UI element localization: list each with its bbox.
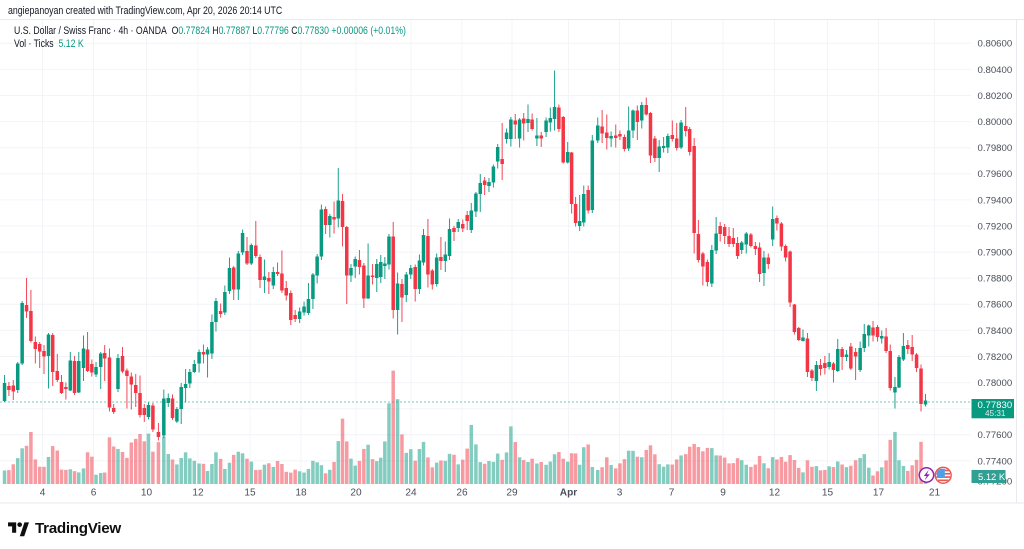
svg-text:0.78000: 0.78000 <box>978 378 1013 389</box>
svg-text:10: 10 <box>141 488 153 499</box>
svg-text:0.78800: 0.78800 <box>978 274 1013 285</box>
svg-text:45:31: 45:31 <box>985 409 1006 418</box>
svg-text:3: 3 <box>617 488 623 499</box>
svg-text:0.77600: 0.77600 <box>978 430 1013 441</box>
svg-text:18: 18 <box>295 488 307 499</box>
svg-text:26: 26 <box>456 488 468 499</box>
svg-text:0.79800: 0.79800 <box>978 143 1013 154</box>
svg-text:0.78200: 0.78200 <box>978 352 1013 363</box>
svg-text:9: 9 <box>720 488 726 499</box>
svg-text:15: 15 <box>244 488 256 499</box>
svg-text:0.79600: 0.79600 <box>978 169 1013 180</box>
svg-text:Apr: Apr <box>560 488 577 499</box>
svg-text:0.80600: 0.80600 <box>978 39 1013 50</box>
svg-text:0.80400: 0.80400 <box>978 65 1013 76</box>
svg-text:0.79000: 0.79000 <box>978 248 1013 259</box>
svg-text:4: 4 <box>40 488 46 499</box>
svg-text:7: 7 <box>669 488 675 499</box>
svg-text:12: 12 <box>192 488 204 499</box>
svg-text:0.78400: 0.78400 <box>978 326 1013 337</box>
svg-text:5.12 K: 5.12 K <box>978 471 1006 482</box>
svg-text:15: 15 <box>822 488 834 499</box>
svg-text:6: 6 <box>91 488 97 499</box>
svg-text:21: 21 <box>929 488 941 499</box>
svg-text:24: 24 <box>405 488 417 499</box>
svg-text:0.79400: 0.79400 <box>978 195 1013 206</box>
svg-text:0.80000: 0.80000 <box>978 117 1013 128</box>
svg-text:29: 29 <box>506 488 518 499</box>
svg-text:20: 20 <box>350 488 362 499</box>
svg-text:0.78600: 0.78600 <box>978 300 1013 311</box>
svg-text:0.77830: 0.77830 <box>978 400 1013 411</box>
svg-text:12: 12 <box>769 488 781 499</box>
svg-text:0.79200: 0.79200 <box>978 221 1013 232</box>
svg-text:0.77400: 0.77400 <box>978 456 1013 467</box>
svg-text:17: 17 <box>873 488 885 499</box>
svg-text:0.80200: 0.80200 <box>978 91 1013 102</box>
